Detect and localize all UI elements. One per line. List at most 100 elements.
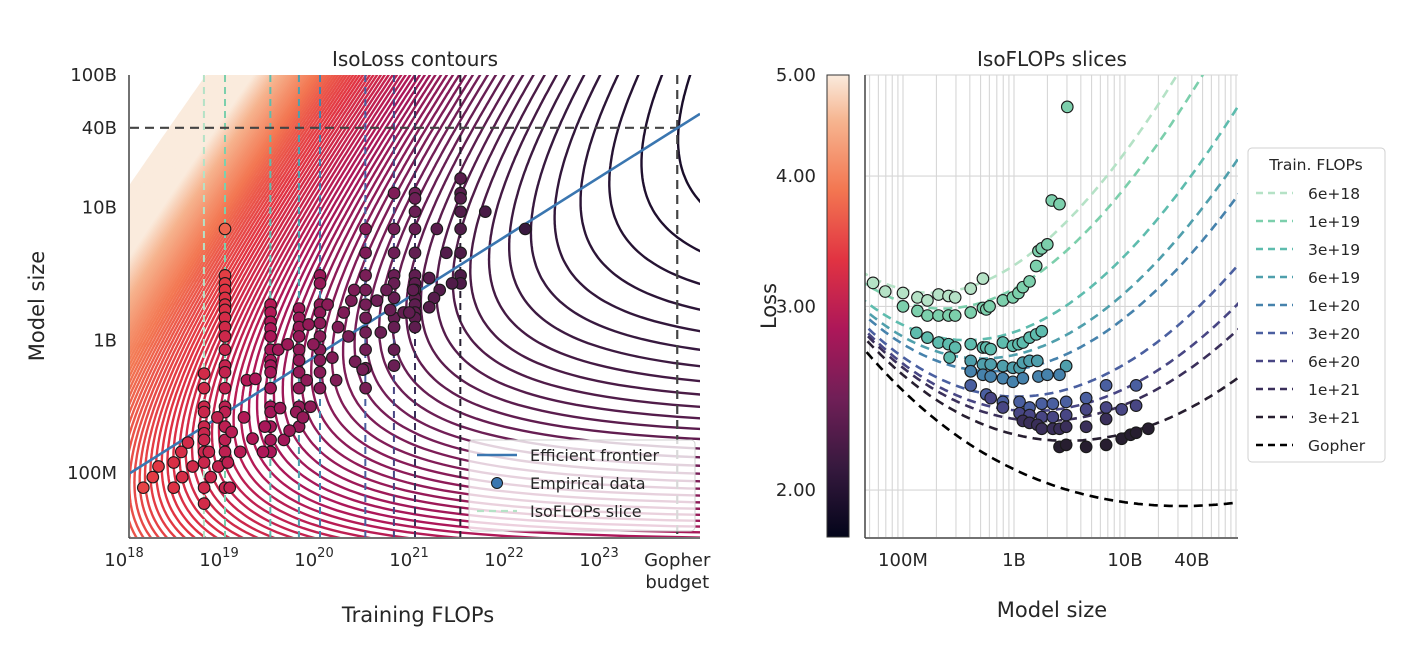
- isoflop-points: [866, 100, 1155, 454]
- right-x-axis-label: Model size: [997, 598, 1107, 622]
- contour-line: [130, 75, 209, 189]
- empirical-data-point: [313, 365, 327, 379]
- x-tick-label: 1B: [1002, 550, 1026, 571]
- empirical-data-point: [356, 363, 370, 376]
- tick-line: budget: [645, 572, 709, 593]
- empirical-data-point: [136, 481, 150, 495]
- contour-line: [130, 75, 252, 255]
- empirical-data-point: [302, 318, 315, 331]
- x-tick-base: 10: [199, 550, 222, 571]
- empirical-data-point: [387, 343, 401, 357]
- empirical-data-point: [246, 432, 259, 445]
- isoflop-data-point: [984, 342, 998, 356]
- isoflop-data-point: [921, 331, 934, 345]
- isoflop-data-point: [1059, 420, 1073, 434]
- empirical-data-point: [387, 359, 401, 372]
- empirical-data-point: [174, 445, 188, 459]
- colorbar-gradient: [826, 74, 850, 538]
- isoflop-data-point: [983, 300, 996, 313]
- empirical-data-point: [359, 326, 372, 339]
- contour-line: [130, 75, 286, 311]
- empirical-data-point: [337, 306, 351, 319]
- contour-line: [130, 75, 300, 338]
- contour-line: [130, 75, 282, 304]
- empirical-data-point: [258, 420, 272, 434]
- contour-line: [190, 75, 379, 537]
- empirical-data-point: [292, 381, 306, 395]
- tick-line: Gopher: [644, 550, 711, 571]
- empirical-data-point: [408, 222, 422, 236]
- isoflop-data-point: [1079, 403, 1093, 416]
- isoflop-data-point: [1141, 422, 1155, 436]
- legend-label: 3e+21: [1308, 409, 1360, 427]
- isoflop-data-point: [948, 341, 962, 354]
- isoflop-data-point: [1099, 379, 1113, 392]
- x-tick-label: 1018: [104, 546, 143, 571]
- contour-line: [166, 75, 365, 537]
- isoflop-data-point: [964, 337, 978, 351]
- contour-line: [365, 75, 700, 467]
- x-tick-base: 10: [484, 550, 507, 571]
- empirical-data-point: [387, 246, 401, 260]
- empirical-data-point: [225, 425, 238, 439]
- isoflop-fit-curve: [865, 327, 1238, 423]
- empirical-data-point: [422, 300, 436, 314]
- isoflop-fit-curve: [865, 192, 1238, 373]
- empirical-data-point: [292, 330, 306, 343]
- contour-line: [676, 75, 700, 204]
- isoflop-data-point: [878, 285, 892, 298]
- empirical-data-point: [146, 470, 160, 484]
- empirical-data-point: [152, 460, 165, 473]
- isoflop-data-point: [1053, 368, 1066, 382]
- isoflop-data-point: [1129, 426, 1143, 440]
- contour-line: [330, 75, 700, 490]
- contour-line: [130, 75, 326, 398]
- empirical-data-point: [478, 205, 492, 219]
- x-tick-exponent: 23: [602, 546, 619, 561]
- isoflop-data-point: [1035, 422, 1049, 436]
- empirical-data-point: [313, 316, 327, 330]
- contour-line: [130, 75, 305, 347]
- isoflop-data-point: [984, 391, 998, 405]
- empirical-data-point: [359, 246, 372, 260]
- contour-line: [130, 75, 307, 352]
- x-tick-label: 1023: [579, 546, 618, 571]
- empirical-data-point: [292, 365, 306, 379]
- empirical-data-point: [359, 381, 372, 395]
- left-x-axis-label: Training FLOPs: [341, 603, 494, 627]
- empirical-data-point: [197, 433, 211, 447]
- isoflop-data-point: [1059, 408, 1073, 422]
- empirical-data-point: [233, 445, 247, 459]
- contour-line: [130, 75, 276, 294]
- empirical-data-point: [387, 222, 401, 236]
- empirical-data-point: [256, 445, 270, 459]
- contour-line: [264, 75, 700, 534]
- empirical-data-point: [422, 271, 436, 285]
- isoflop-data-point: [896, 300, 910, 313]
- x-tick-exponent: 21: [412, 546, 429, 561]
- y-tick-label: 10B: [82, 198, 117, 219]
- contour-line: [130, 75, 267, 279]
- contour-line: [130, 75, 274, 291]
- legend-label: 6e+19: [1308, 269, 1360, 287]
- contour-line: [608, 75, 700, 286]
- empirical-data-point: [249, 372, 262, 386]
- empirical-data-point: [430, 222, 444, 236]
- isoflop-data-point: [1040, 238, 1054, 251]
- x-tick-label: 1022: [484, 546, 523, 571]
- contour-line: [130, 75, 278, 297]
- empirical-data-point: [359, 311, 372, 325]
- left-axis-ticks: 1018 1019 1020 1021 1022 1023 Gopher budget100B…: [67, 65, 711, 593]
- contour-line: [130, 75, 242, 238]
- empirical-data-point: [292, 343, 306, 357]
- contour-line: [391, 75, 700, 450]
- isoflop-data-point: [1079, 420, 1093, 434]
- contour-line: [130, 75, 332, 415]
- x-tick-exponent: 19: [222, 546, 239, 561]
- empirical-data-point: [329, 373, 343, 387]
- empirical-data-point: [283, 424, 296, 437]
- isoloss-contours-plot: IsoLoss contours Training FLOPs Model si…: [25, 47, 711, 627]
- isoflop-fit-curve: [865, 263, 1238, 398]
- empirical-data-point: [292, 353, 306, 367]
